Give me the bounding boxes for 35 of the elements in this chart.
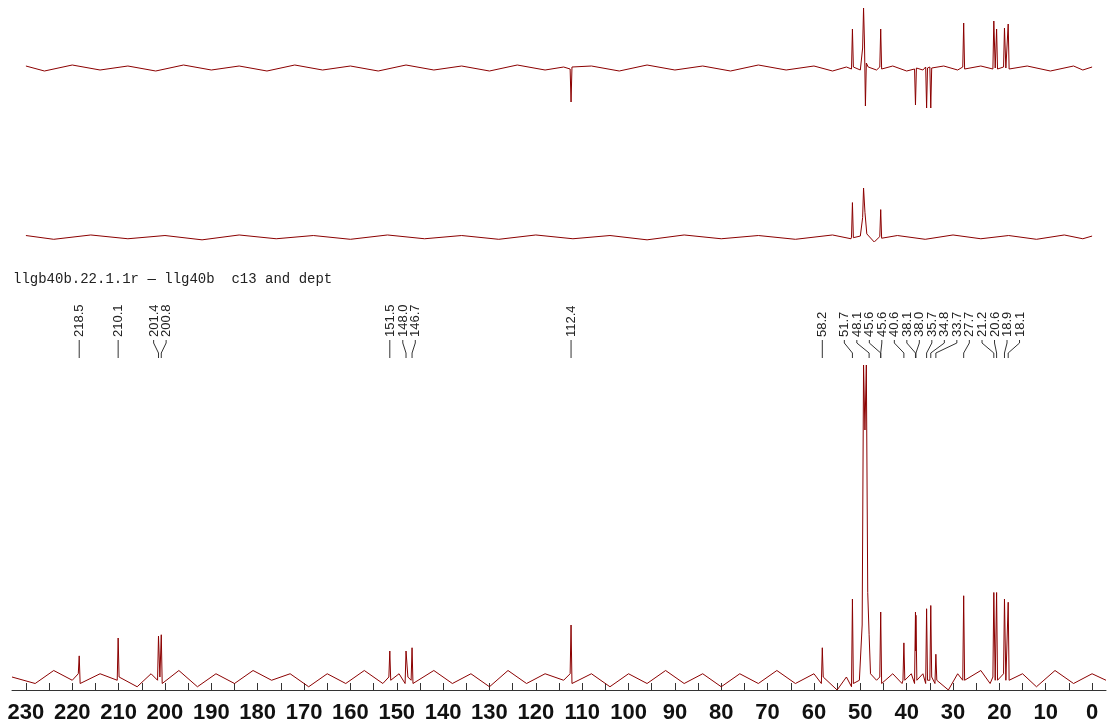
x-tick-label: 40: [894, 698, 919, 724]
annotation: 58.2: [814, 311, 830, 337]
x-tick-label: 150: [378, 698, 416, 724]
x-tick-label: 100: [610, 698, 647, 724]
x-tick-label: 220: [53, 698, 91, 724]
x-tick-label: 140: [424, 698, 462, 724]
x-tick-label: 0: [1085, 698, 1099, 724]
annotation: 201.4: [145, 304, 161, 337]
x-tick-label: 180: [239, 698, 277, 724]
x-tick-label: 130: [471, 698, 508, 724]
x-tick-label: 170: [285, 698, 323, 724]
annotation: 200.8: [158, 304, 174, 337]
x-tick-label: 190: [192, 698, 230, 724]
x-tick-label: 230: [7, 698, 45, 724]
annotation: 148.0: [394, 304, 410, 337]
annotation: 210.1: [110, 304, 126, 337]
x-tick-label: 200: [146, 698, 184, 724]
chart-title: llgb40b.22.1.1r — llg40b c13 and dept: [13, 271, 333, 287]
x-tick-label: 10: [1033, 698, 1058, 724]
annotation: 112.4: [563, 305, 579, 337]
x-tick-label: 70: [755, 698, 780, 724]
x-tick-label: 30: [940, 698, 966, 724]
x-tick-label: 50: [848, 698, 873, 724]
x-tick-label: 160: [332, 698, 369, 724]
annotation: 27.7: [961, 311, 977, 337]
x-tick-label: 90: [662, 698, 688, 724]
annotation: 146.7: [407, 304, 423, 337]
x-tick-label: 60: [801, 698, 827, 724]
x-tick-label: 210: [100, 698, 137, 724]
annotation: 151.5: [381, 304, 397, 337]
x-tick-label: 110: [564, 698, 600, 724]
annotation: 218.5: [71, 304, 87, 337]
x-tick-label: 80: [709, 698, 734, 724]
x-tick-label: 20: [987, 698, 1012, 724]
x-tick-label: 120: [517, 698, 555, 724]
